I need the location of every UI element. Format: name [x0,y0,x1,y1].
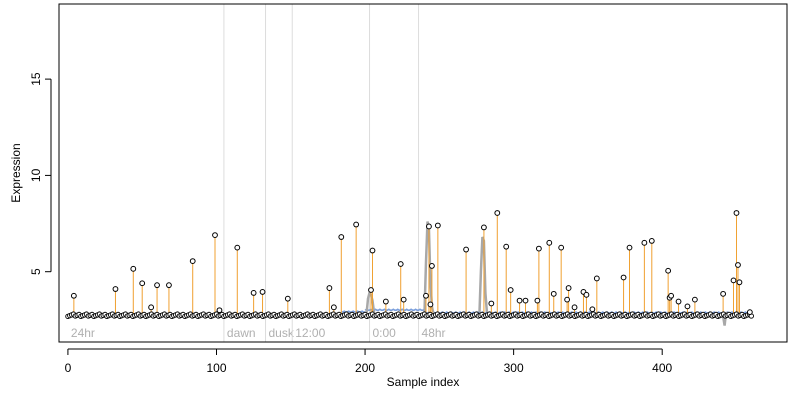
data-point [154,282,160,289]
data-point [720,290,727,297]
data-point [429,263,435,269]
x-tick-label: 100 [206,361,226,375]
x-axis-label: Sample index [387,375,460,389]
spike-series [478,236,489,313]
data-point [434,222,441,229]
annotation-label: 12:00 [295,326,325,340]
data-point [648,237,655,244]
plot-frame [58,3,788,343]
y-axis-label: Expression [9,143,23,202]
x-tick-label: 0 [65,361,72,375]
baseline-step-series [364,308,425,311]
y-tick-label: 5 [29,268,43,275]
data-point [488,300,495,307]
data-point [684,303,691,310]
data-point [620,274,627,281]
data-point [507,287,514,293]
point-layer [70,210,753,316]
data-point [330,304,337,311]
low-point-layer [65,311,754,320]
data-point [583,291,590,298]
data-point [546,239,553,246]
data-point [427,301,434,308]
data-point [665,267,672,274]
x-tick-label: 200 [355,361,375,375]
data-point [382,298,389,305]
data-point [148,304,155,311]
data-point [593,275,600,282]
data-point [481,224,487,231]
data-point [397,261,404,267]
data-point [736,279,743,286]
data-point [668,292,675,299]
data-point [626,244,633,251]
data-point [730,277,737,284]
data-point [369,247,376,254]
data-point [400,296,407,303]
data-point [503,243,510,250]
data-point [675,298,682,305]
data-point [234,244,241,251]
data-point [534,297,541,304]
data-point [746,309,753,316]
data-point [494,210,501,216]
data-point [641,239,648,246]
data-point [550,290,557,297]
data-point [368,287,374,293]
data-point [463,246,469,253]
data-point [565,285,572,291]
data-point [426,223,432,230]
data-point [733,210,740,216]
data-point [216,307,223,314]
data-point [423,292,429,299]
data-point [735,262,741,268]
data-point [112,286,119,292]
data-point [130,265,137,272]
annotation-label: 48hr [422,326,446,340]
data-point [212,232,218,239]
y-tick-label: 15 [29,72,43,86]
data-point [259,289,266,295]
data-point [284,295,291,302]
data-point [535,245,542,252]
data-point [166,282,172,289]
data-point [516,297,523,304]
data-point [70,292,77,299]
data-point [564,296,571,303]
data-point [589,306,596,313]
baseline-step-series [341,310,366,313]
annotation-label: dusk [269,326,295,340]
data-point [338,234,345,240]
annotation-label: dawn [227,326,256,340]
data-point [326,285,333,291]
x-tick-label: 300 [504,361,524,375]
y-tick-label: 10 [29,168,43,182]
annotation-layer: 24hr dawn dusk 12:00 0:00 48hr [71,4,446,342]
annotation-label: 0:00 [373,326,397,340]
data-point [558,244,565,251]
data-point [189,258,196,265]
data-point [522,297,529,304]
data-point [691,296,698,303]
data-point [250,289,257,296]
x-tick-label: 400 [652,361,672,375]
data-point [139,280,146,287]
data-point [353,221,360,228]
data-point [571,304,578,311]
axis-layer: 0 100 200 300 400 5 10 15 [29,72,673,375]
annotation-label: 24hr [71,326,95,340]
